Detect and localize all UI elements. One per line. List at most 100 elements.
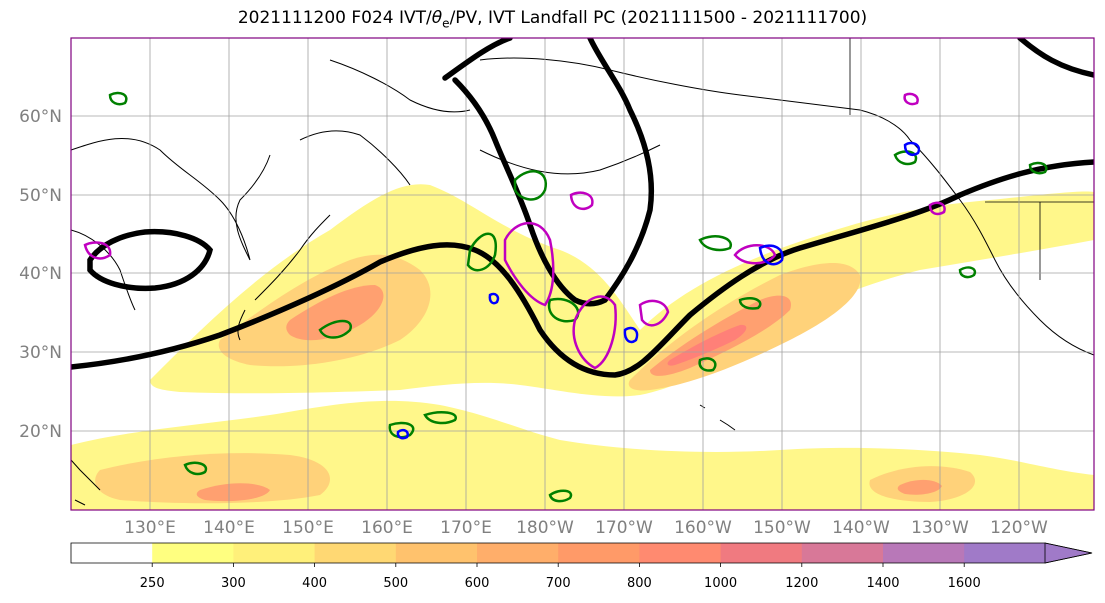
colorbar-segment	[964, 543, 1046, 563]
green-contour-15	[958, 266, 977, 279]
colorbar-segment	[152, 543, 234, 563]
green-contour-7	[698, 357, 717, 372]
lat-label-30: 30°N	[19, 343, 62, 363]
colorbar-segments	[71, 543, 1046, 563]
magenta-contour-8	[83, 241, 112, 260]
ivt-core-southeast	[897, 479, 942, 495]
colorbar-ticks: 250 300 400 500 600 700 800 1000 1200 1400 1600	[140, 563, 981, 591]
blue-contour-1	[758, 244, 784, 266]
green-contour-5	[698, 235, 732, 252]
black-contours	[71, 38, 1094, 378]
coast-north-america	[909, 139, 1094, 356]
gridlines	[71, 38, 1094, 510]
colorbar-segment	[639, 543, 722, 563]
green-contour-8	[423, 411, 458, 425]
title-theta-sub: e	[442, 16, 450, 31]
lon-label-160e: 160°E	[361, 518, 413, 538]
lon-label-120w: 120°W	[990, 518, 1048, 538]
map-panel	[71, 38, 1094, 510]
colorbar: 250 300 400 500 600 700 800 1000 1200 1400 1600	[70, 542, 1093, 591]
black-contour-main	[71, 159, 1094, 378]
ivt-core-south	[196, 483, 270, 502]
magenta-contour-4	[569, 191, 594, 211]
blue-contour-2	[623, 326, 639, 344]
colorbar-tick-label: 700	[546, 576, 571, 591]
lon-label-180w: 180°W	[516, 518, 574, 538]
magenta-contour-6	[928, 201, 946, 216]
colorbar-segment	[395, 543, 478, 563]
lon-label-160w: 160°W	[674, 518, 732, 538]
map-title: 2021111200 F024 IVT/θe/PV, IVT Landfall …	[0, 8, 1105, 30]
green-contour-1	[466, 232, 498, 272]
coast-asia	[71, 137, 271, 311]
colorbar-tick-label: 300	[221, 576, 246, 591]
colorbar-tick-label: 800	[627, 576, 652, 591]
latitude-labels: 60°N 50°N 40°N 30°N 20°N	[19, 107, 62, 442]
colorbar-tick-label: 1600	[948, 576, 981, 591]
title-prefix: 2021111200 F024 IVT/	[237, 8, 432, 28]
longitude-labels: 130°E 140°E 150°E 160°E 170°E 180°W 170°…	[124, 518, 1048, 538]
lon-label-140w: 140°W	[832, 518, 890, 538]
colorbar-segment	[558, 543, 640, 563]
green-contour-4	[318, 319, 352, 339]
magenta-contour-7	[903, 92, 919, 106]
green-contour-11	[893, 150, 918, 166]
ivt-shading	[71, 184, 1094, 510]
colorbar-outline	[70, 542, 1093, 564]
black-contour-trough	[442, 38, 655, 307]
coast-kamchatka	[299, 59, 471, 186]
magenta-contours	[83, 92, 946, 370]
magenta-contour-5	[733, 244, 777, 265]
colorbar-segment	[720, 543, 803, 563]
colorbar-segment	[801, 543, 884, 563]
map-frame	[70, 37, 1095, 511]
colorbar-extend-arrow	[1044, 542, 1093, 564]
blue-contour-4	[903, 141, 921, 156]
colorbar-tick-label: 600	[465, 576, 490, 591]
colorbar-tick-label: 500	[383, 576, 408, 591]
colorbar-tick-label: 250	[140, 576, 165, 591]
green-contour-14	[108, 91, 128, 106]
green-contour-6	[738, 297, 762, 310]
colorbar-tick-label: 1000	[704, 576, 737, 591]
black-contour-north	[1017, 38, 1094, 78]
colorbar-segment	[233, 543, 316, 563]
blue-contours	[396, 141, 921, 440]
green-contour-13	[548, 489, 573, 503]
lat-label-60: 60°N	[19, 107, 62, 127]
blue-contour-3	[488, 292, 500, 305]
green-contour-2	[513, 170, 548, 201]
lat-label-40: 40°N	[19, 264, 62, 284]
colorbar-segment	[883, 543, 965, 563]
black-contour-low	[87, 228, 214, 292]
title-theta: θ	[431, 8, 443, 28]
coast-hawaii	[699, 404, 736, 431]
magenta-contour-3	[638, 299, 670, 327]
ivt-core-west	[286, 285, 384, 341]
colorbar-tick-label: 400	[302, 576, 327, 591]
magenta-contour-2	[572, 295, 617, 370]
magenta-contour-1	[503, 221, 555, 307]
lat-label-20: 20°N	[19, 422, 62, 442]
lon-label-130e: 130°E	[124, 518, 176, 538]
colorbar-tick-label: 1200	[785, 576, 818, 591]
coast-alaska	[479, 57, 911, 141]
coast-islands-west	[71, 459, 101, 506]
colorbar-tick-label: 1400	[866, 576, 899, 591]
green-contour-9	[388, 421, 415, 439]
lon-label-140e: 140°E	[203, 518, 255, 538]
lon-label-150w: 150°W	[753, 518, 811, 538]
lon-label-170e: 170°E	[440, 518, 492, 538]
lon-label-170w: 170°W	[595, 518, 653, 538]
ivt-core-east-max	[667, 324, 747, 366]
colorbar-segment	[71, 543, 153, 563]
lat-label-50: 50°N	[19, 186, 62, 206]
colorbar-segment	[314, 543, 397, 563]
lon-label-130w: 130°W	[911, 518, 969, 538]
colorbar-segment	[477, 543, 559, 563]
boundary-canada	[849, 38, 1094, 280]
lon-label-150e: 150°E	[282, 518, 334, 538]
ivt-band-mid-south	[95, 453, 331, 504]
blue-contour-5	[396, 428, 409, 440]
